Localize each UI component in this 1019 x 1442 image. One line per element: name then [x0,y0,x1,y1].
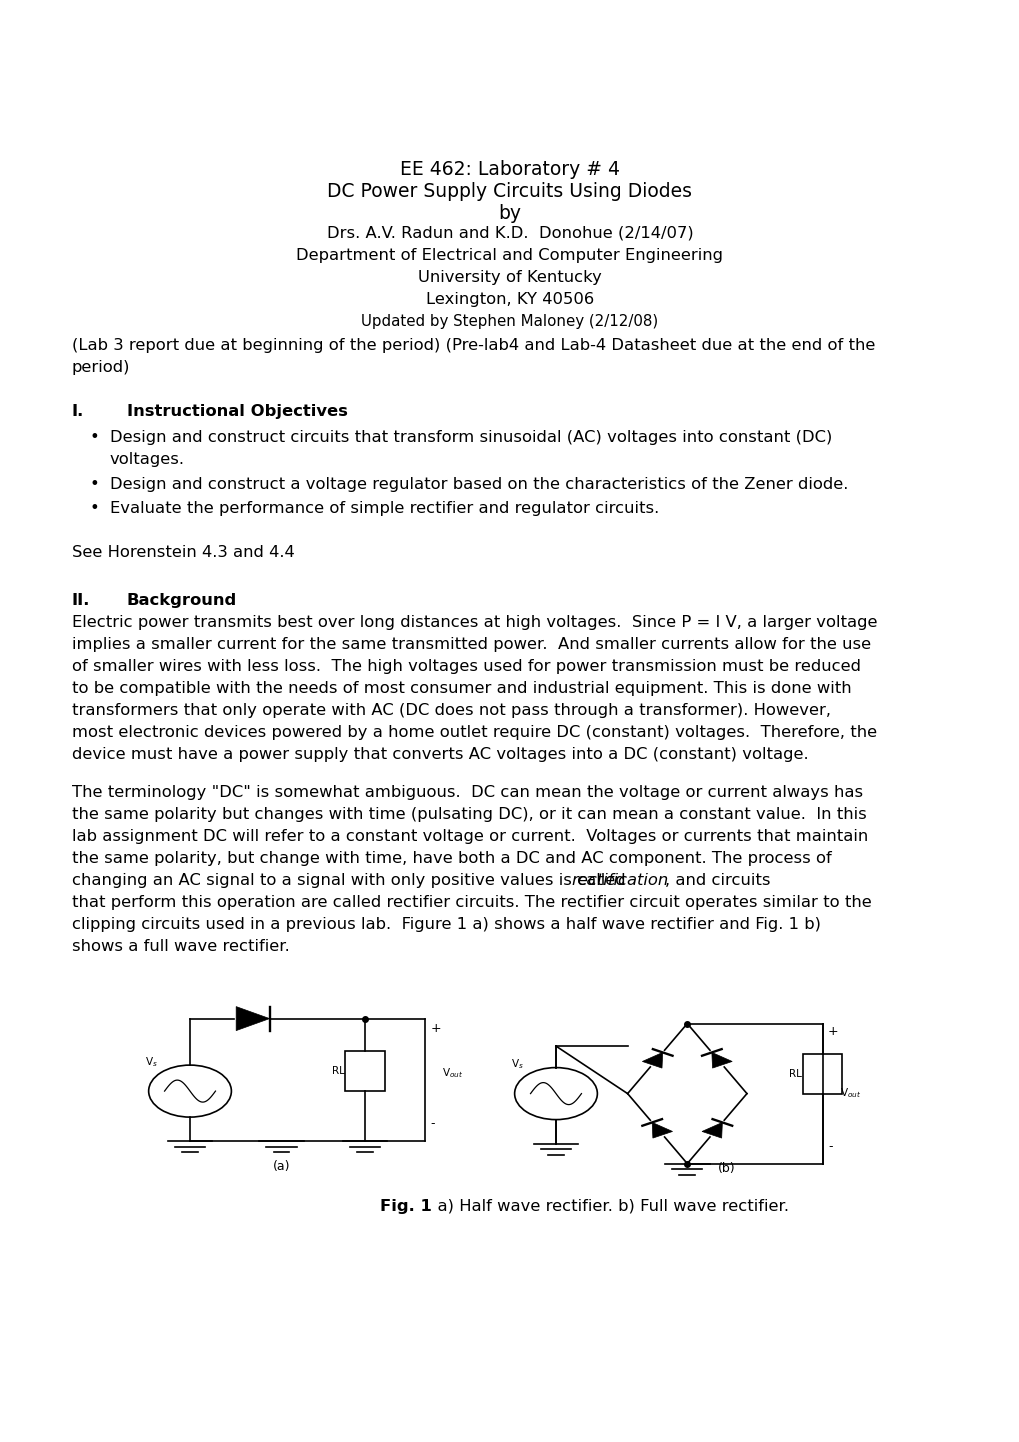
Text: RL: RL [789,1069,801,1079]
Text: II.: II. [72,593,91,609]
Text: •: • [90,500,100,516]
Bar [344,1051,384,1092]
Text: University of Kentucky: University of Kentucky [418,270,601,286]
Text: •: • [90,477,100,492]
Text: that perform this operation are called rectifier circuits. The rectifier circuit: that perform this operation are called r… [72,894,871,910]
Text: device must have a power supply that converts AC voltages into a DC (constant) v: device must have a power supply that con… [72,747,808,763]
Text: +: + [827,1025,838,1038]
Text: a) Half wave rectifier. b) Full wave rectifier.: a) Half wave rectifier. b) Full wave rec… [427,1198,789,1214]
Text: +: + [430,1022,440,1035]
Text: (Lab 3 report due at beginning of the period) (Pre-lab4 and Lab-4 Datasheet due : (Lab 3 report due at beginning of the pe… [72,337,874,353]
Text: (a): (a) [272,1159,290,1172]
Text: the same polarity but changes with time (pulsating DC), or it can mean a constan: the same polarity but changes with time … [72,806,866,822]
Text: voltages.: voltages. [110,453,184,467]
Text: I.: I. [72,404,85,420]
Text: by: by [498,203,521,224]
Text: period): period) [72,360,130,375]
Polygon shape [711,1053,732,1069]
Text: The terminology "DC" is somewhat ambiguous.  DC can mean the voltage or current : The terminology "DC" is somewhat ambiguo… [72,784,862,800]
Text: -: - [430,1118,434,1131]
Text: Design and construct circuits that transform sinusoidal (AC) voltages into const: Design and construct circuits that trans… [110,430,832,446]
Polygon shape [236,1007,269,1031]
Text: V$_s$: V$_s$ [145,1054,157,1069]
Text: Instructional Objectives: Instructional Objectives [127,404,347,420]
Text: to be compatible with the needs of most consumer and industrial equipment. This : to be compatible with the needs of most … [72,681,851,696]
Text: lab assignment DC will refer to a constant voltage or current.  Voltages or curr: lab assignment DC will refer to a consta… [72,829,867,844]
Text: (b): (b) [717,1162,735,1175]
Bar [802,1054,842,1093]
Polygon shape [642,1053,662,1069]
Text: implies a smaller current for the same transmitted power.  And smaller currents : implies a smaller current for the same t… [72,637,870,652]
Polygon shape [701,1122,721,1138]
Text: clipping circuits used in a previous lab.  Figure 1 a) shows a half wave rectifi: clipping circuits used in a previous lab… [72,917,820,932]
Text: RL: RL [331,1066,344,1076]
Text: Design and construct a voltage regulator based on the characteristics of the Zen: Design and construct a voltage regulator… [110,477,848,492]
Text: Fig. 1: Fig. 1 [380,1198,431,1214]
Text: rectification: rectification [571,872,667,888]
Text: V$_{out}$: V$_{out}$ [442,1067,463,1080]
Text: Lexington, KY 40506: Lexington, KY 40506 [426,291,593,307]
Text: the same polarity, but change with time, have both a DC and AC component. The pr: the same polarity, but change with time,… [72,851,830,865]
Text: Background: Background [127,593,237,609]
Text: , and circuits: , and circuits [664,872,769,888]
Text: Drs. A.V. Radun and K.D.  Donohue (2/14/07): Drs. A.V. Radun and K.D. Donohue (2/14/0… [326,226,693,241]
Text: of smaller wires with less loss.  The high voltages used for power transmission : of smaller wires with less loss. The hig… [72,659,860,675]
Text: -: - [827,1139,832,1152]
Text: EE 462: Laboratory # 4: EE 462: Laboratory # 4 [399,160,620,179]
Text: changing an AC signal to a signal with only positive values is called: changing an AC signal to a signal with o… [72,872,631,888]
Text: •: • [90,430,100,446]
Text: Department of Electrical and Computer Engineering: Department of Electrical and Computer En… [297,248,722,262]
Text: Electric power transmits best over long distances at high voltages.  Since P = I: Electric power transmits best over long … [72,616,876,630]
Text: transformers that only operate with AC (DC does not pass through a transformer).: transformers that only operate with AC (… [72,704,830,718]
Text: Evaluate the performance of simple rectifier and regulator circuits.: Evaluate the performance of simple recti… [110,500,658,516]
Text: shows a full wave rectifier.: shows a full wave rectifier. [72,939,289,953]
Text: Updated by Stephen Maloney (2/12/08): Updated by Stephen Maloney (2/12/08) [361,314,658,329]
Text: most electronic devices powered by a home outlet require DC (constant) voltages.: most electronic devices powered by a hom… [72,725,876,740]
Text: See Horenstein 4.3 and 4.4: See Horenstein 4.3 and 4.4 [72,545,294,559]
Polygon shape [651,1122,672,1138]
Text: V$_s$: V$_s$ [511,1057,523,1071]
Text: DC Power Supply Circuits Using Diodes: DC Power Supply Circuits Using Diodes [327,182,692,200]
Text: V$_{out}$: V$_{out}$ [840,1087,860,1100]
